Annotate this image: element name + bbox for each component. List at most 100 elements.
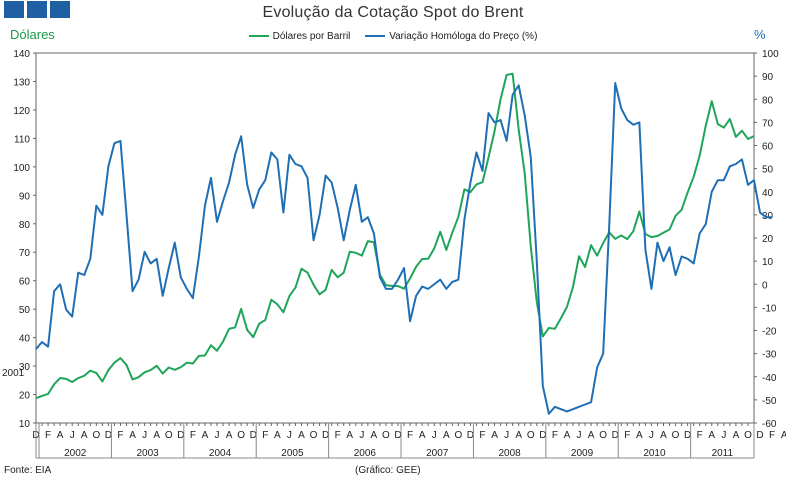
month-tick-label: D <box>467 430 474 441</box>
month-tick-label: F <box>117 430 123 441</box>
right-axis-tick-label: 100 <box>762 49 779 60</box>
month-tick-label: A <box>660 430 667 441</box>
month-tick-label: A <box>781 430 786 441</box>
month-tick-label: F <box>697 430 703 441</box>
chart-title: Evolução da Cotação Spot do Brent <box>262 4 524 21</box>
right-axis-unit: % <box>754 27 766 42</box>
month-tick-label: O <box>382 430 390 441</box>
logo-square <box>27 1 47 18</box>
plot-frame <box>35 52 755 424</box>
chart-legend: Dólares por Barril Variação Homóloga do … <box>0 29 786 42</box>
month-tick-label: F <box>552 430 558 441</box>
month-tick-label: A <box>636 430 643 441</box>
month-tick-label: D <box>612 430 619 441</box>
month-tick-label: A <box>491 430 498 441</box>
month-tick-label: O <box>310 430 318 441</box>
month-tick-label: D <box>539 430 546 441</box>
legend-label-price: Dólares por Barril <box>272 30 351 42</box>
source-note: Fonte: EIA <box>4 465 52 476</box>
logo-square <box>4 1 24 18</box>
month-tick-label: A <box>129 430 136 441</box>
month-tick-label: D <box>250 430 257 441</box>
right-axis-tick-label: 10 <box>762 257 774 268</box>
year-label: 2004 <box>209 448 232 459</box>
right-axis-tick-label: 0 <box>762 280 768 291</box>
right-axis-tick-label: 60 <box>762 142 774 153</box>
month-tick-label: F <box>190 430 196 441</box>
legend-swatch-change <box>365 35 386 37</box>
legend-item-change: Variação Homóloga do Preço (%) <box>365 31 537 42</box>
month-tick-label: A <box>733 430 740 441</box>
month-tick-label: J <box>504 430 509 441</box>
left-axis-tick-label: 50 <box>19 305 31 316</box>
month-tick-label: A <box>274 430 281 441</box>
year-label: 2011 <box>712 448 734 459</box>
right-axis-tick-label: 50 <box>762 165 774 176</box>
month-tick-label: A <box>588 430 595 441</box>
month-tick-label: D <box>684 430 691 441</box>
month-tick-label: A <box>57 430 64 441</box>
left-axis-tick-label: 130 <box>13 77 30 88</box>
year-label: 2003 <box>136 448 159 459</box>
month-tick-label: F <box>479 430 485 441</box>
month-tick-label: O <box>237 430 245 441</box>
left-axis-tick-label: 120 <box>13 106 30 117</box>
month-tick-label: D <box>756 430 763 441</box>
right-axis-tick-label: 90 <box>762 72 774 83</box>
left-axis-tick-label: 70 <box>19 248 31 259</box>
year-label: 2010 <box>643 448 666 459</box>
month-tick-label: O <box>744 430 752 441</box>
month-tick-label: F <box>262 430 268 441</box>
month-tick-label: A <box>371 430 378 441</box>
left-axis-tick-label: 90 <box>19 191 31 202</box>
month-tick-label: D <box>394 430 401 441</box>
year-label: 2007 <box>426 448 449 459</box>
credit-note: (Gráfico: GEE) <box>355 465 421 476</box>
right-axis-tick-label: -60 <box>762 419 777 430</box>
legend-item-price: Dólares por Barril <box>248 30 351 42</box>
right-axis-tick-label: -30 <box>762 350 777 361</box>
left-axis-tick-label: 40 <box>19 334 31 345</box>
right-axis-tick-label: -20 <box>762 327 777 338</box>
right-axis-tick-label: -10 <box>762 303 777 314</box>
month-tick-label: F <box>769 430 775 441</box>
left-axis-tick-label: 10 <box>19 419 31 430</box>
year-label: 2002 <box>64 448 87 459</box>
month-tick-label: J <box>215 430 220 441</box>
month-tick-label: A <box>202 430 209 441</box>
year-label: 2009 <box>571 448 594 459</box>
year-label: 2006 <box>354 448 377 459</box>
month-tick-label: D <box>322 430 329 441</box>
year-label: 2005 <box>281 448 304 459</box>
right-axis-tick-label: 80 <box>762 95 774 106</box>
month-tick-label: J <box>70 430 75 441</box>
left-axis-tick-label: 110 <box>14 134 30 145</box>
month-tick-label: F <box>45 430 51 441</box>
month-tick-label: F <box>335 430 341 441</box>
month-tick-label: A <box>708 430 715 441</box>
brand-logo <box>4 1 70 18</box>
year-label: 2001 <box>2 368 25 379</box>
month-tick-label: A <box>298 430 305 441</box>
left-axis-tick-label: 30 <box>19 362 31 373</box>
left-axis-tick-label: 100 <box>13 163 30 174</box>
month-tick-label: A <box>564 430 571 441</box>
year-label: 2008 <box>499 448 522 459</box>
change-series-line <box>35 82 773 415</box>
month-tick-label: D <box>177 430 184 441</box>
month-tick-label: F <box>407 430 413 441</box>
month-tick-label: J <box>649 430 654 441</box>
month-tick-label: J <box>432 430 437 441</box>
right-axis-tick-label: 20 <box>762 234 774 245</box>
logo-square <box>50 1 70 18</box>
month-tick-label: J <box>577 430 582 441</box>
month-tick-label: F <box>624 430 630 441</box>
right-axis-tick-label: -40 <box>762 373 777 384</box>
month-tick-label: O <box>165 430 173 441</box>
month-tick-label: A <box>226 430 233 441</box>
left-axis-tick-label: 80 <box>19 220 31 231</box>
right-axis-tick-label: -50 <box>762 396 777 407</box>
month-tick-label: A <box>515 430 522 441</box>
